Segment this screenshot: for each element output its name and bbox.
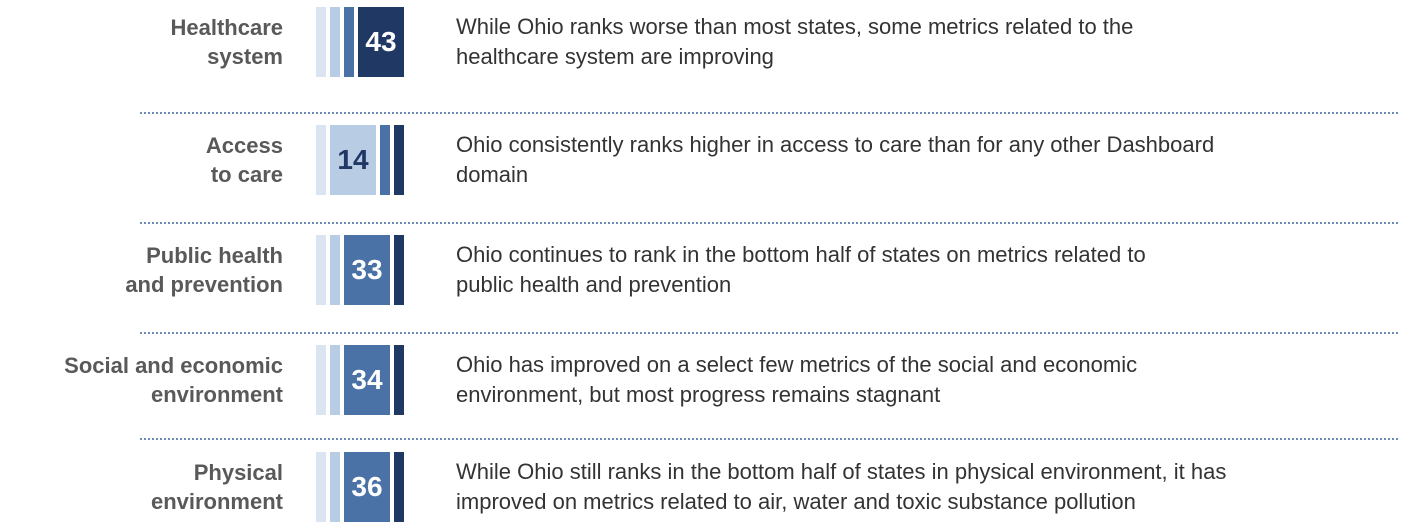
stripe <box>330 7 340 77</box>
description-line: While Ohio ranks worse than most states,… <box>456 14 1134 39</box>
row-label: Public health and prevention <box>125 241 283 299</box>
label-line: environment <box>150 489 283 514</box>
description-line: improved on metrics related to air, wate… <box>456 489 1136 514</box>
stripe <box>394 452 404 522</box>
stripe <box>316 125 326 195</box>
label-line: Public health <box>146 243 283 268</box>
stripe <box>330 235 340 305</box>
stripe <box>394 345 404 415</box>
description-line: domain <box>456 162 529 187</box>
row: Healthcare system 43 While Ohio ranks worse… <box>0 7 1408 77</box>
stripe <box>316 7 326 77</box>
stripe <box>380 125 390 195</box>
stripe <box>316 345 326 415</box>
label-line: Social and economic <box>64 353 283 378</box>
row: Social and economic environment 34 Ohio has… <box>0 345 1408 415</box>
stripe <box>344 7 354 77</box>
row: Physical environment 36 While Ohio still ra… <box>0 452 1408 522</box>
row-description: Ohio consistently ranks higher in access… <box>456 130 1214 190</box>
rank-icon: 43 <box>316 7 406 77</box>
rank-icon: 33 <box>316 235 406 305</box>
separator <box>140 112 1398 114</box>
rank-box: 34 <box>344 345 390 415</box>
separator <box>140 222 1398 224</box>
stripe <box>394 235 404 305</box>
stripe <box>316 452 326 522</box>
row: Access to care 14 Ohio consistently ranks h… <box>0 125 1408 195</box>
stripe <box>394 125 404 195</box>
separator <box>140 332 1398 334</box>
row-description: Ohio has improved on a select few metric… <box>456 350 1137 410</box>
label-line: to care <box>210 162 283 187</box>
rank-icon: 34 <box>316 345 406 415</box>
description-line: public health and prevention <box>456 272 732 297</box>
description-line: Ohio has improved on a select few metric… <box>456 352 1138 377</box>
rank-box: 36 <box>344 452 390 522</box>
row-label: Healthcare system <box>170 13 283 71</box>
description-line: While Ohio still ranks in the bottom hal… <box>456 459 1227 484</box>
label-line: Access <box>205 133 283 158</box>
description-line: Ohio consistently ranks higher in access… <box>456 132 1215 157</box>
rank-icon: 36 <box>316 452 406 522</box>
label-line: Healthcare <box>170 15 283 40</box>
stripe <box>330 345 340 415</box>
label-line: and prevention <box>125 272 283 297</box>
rank-box: 43 <box>358 7 404 77</box>
row-label: Physical environment <box>151 458 283 516</box>
label-line: Physical <box>193 460 283 485</box>
label-line: system <box>207 44 283 69</box>
row-description: Ohio continues to rank in the bottom hal… <box>456 240 1146 300</box>
rank-icon: 14 <box>316 125 406 195</box>
separator <box>140 438 1398 440</box>
rank-box: 33 <box>344 235 390 305</box>
label-line: environment <box>150 382 283 407</box>
description-line: healthcare system are improving <box>456 44 774 69</box>
rank-box: 14 <box>330 125 376 195</box>
stripe <box>330 452 340 522</box>
description-line: Ohio continues to rank in the bottom hal… <box>456 242 1146 267</box>
row-label: Access to care <box>206 131 283 189</box>
row: Public health and prevention 33 Ohio contin… <box>0 235 1408 305</box>
stripe <box>316 235 326 305</box>
row-label: Social and economic environment <box>64 351 283 409</box>
row-description: While Ohio ranks worse than most states,… <box>456 12 1133 72</box>
row-description: While Ohio still ranks in the bottom hal… <box>456 457 1226 517</box>
description-line: environment, but most progress remains s… <box>456 382 941 407</box>
